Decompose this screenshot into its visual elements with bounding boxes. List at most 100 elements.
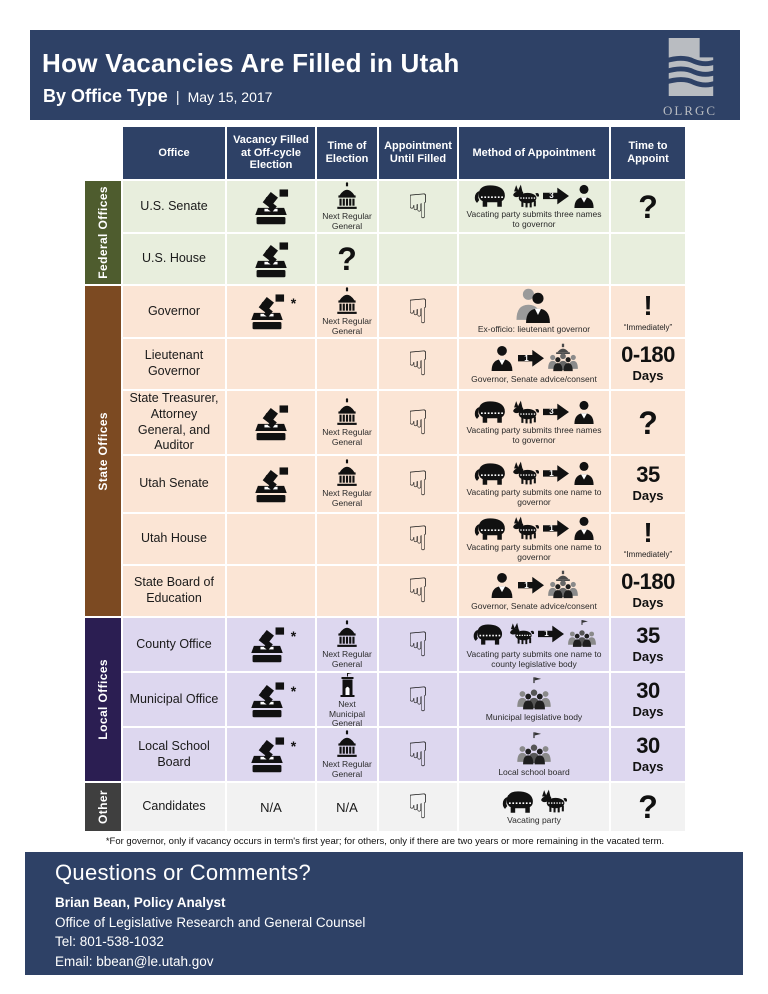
arrow-icon: 1 xyxy=(538,625,564,643)
elephant-icon xyxy=(472,516,508,541)
group-label-local: Local Offices xyxy=(85,618,121,781)
election-label: Next Regular General xyxy=(322,758,372,779)
exclamation-mark: ! xyxy=(643,289,653,321)
municipal-building-icon xyxy=(335,673,360,698)
footnote: *For governor, only if vacancy occurs in… xyxy=(105,836,665,847)
vacancy-cell xyxy=(227,339,315,389)
arrow-count: 1 xyxy=(524,580,529,590)
days-count: 0-180 xyxy=(621,342,675,368)
legislative-group-icon xyxy=(516,677,552,711)
col-header-method: Method of Appointment xyxy=(459,127,609,179)
days-count: 0-180 xyxy=(621,569,675,595)
time-to-appoint-cell: ? xyxy=(611,783,685,831)
person-icon xyxy=(572,184,596,208)
asterisk: * xyxy=(290,738,297,754)
election-label: Next Municipal General xyxy=(329,699,365,726)
donkey-icon xyxy=(511,400,540,424)
page-subtitle: By Office Type xyxy=(43,86,168,106)
donkey-icon xyxy=(508,622,535,645)
group-label-federal: Federal Offices xyxy=(85,181,121,284)
arrow-count: 1 xyxy=(524,353,529,363)
office-cell: U.S. Senate xyxy=(123,181,225,232)
capitol-icon xyxy=(334,730,360,758)
time-to-appoint-cell: 30 Days xyxy=(611,673,685,726)
elephant-icon xyxy=(472,461,508,486)
question-mark: ? xyxy=(337,241,357,277)
days-count: 35 xyxy=(636,462,660,488)
method-caption: Vacating party submits one name to gover… xyxy=(466,486,602,507)
time-cell: Next Municipal General xyxy=(317,673,377,726)
days-count: 30 xyxy=(636,732,660,758)
method-caption: Governor, Senate advice/consent xyxy=(471,374,597,385)
method-cell: 1 Vacating party submits one name to cou… xyxy=(459,618,609,671)
elephant-icon xyxy=(500,789,536,814)
arrow-icon: 1 xyxy=(518,576,544,594)
asterisk: * xyxy=(290,628,297,644)
hand-down-icon: ☟ xyxy=(407,344,429,384)
appointment-cell xyxy=(379,234,457,284)
time-cell: Next Regular General xyxy=(317,286,377,337)
capitol-icon xyxy=(334,398,360,426)
arrow-icon: 1 xyxy=(543,520,569,537)
time-cell: Next Regular General xyxy=(317,456,377,512)
asterisk: * xyxy=(290,683,297,699)
time-to-appoint-cell: 35 Days xyxy=(611,456,685,512)
time-to-appoint-cell: 0-180 Days xyxy=(611,339,685,389)
vacancy-cell xyxy=(227,566,315,616)
ballot-box-icon xyxy=(246,626,288,663)
hand-down-icon: ☟ xyxy=(407,787,429,827)
olrgc-logo: OLRGC xyxy=(654,36,726,119)
hand-down-icon: ☟ xyxy=(407,734,429,775)
office-cell: State Treasurer, Attorney General, and A… xyxy=(123,391,225,454)
footer-band: Questions or Comments? Brian Bean, Polic… xyxy=(25,852,743,975)
hand-down-icon: ☟ xyxy=(407,291,429,332)
legislative-group-icon xyxy=(567,620,597,648)
contact-tel: Tel: 801-538-1032 xyxy=(55,934,164,950)
time-cell xyxy=(317,339,377,389)
days-label: Days xyxy=(632,703,664,719)
method-cell: Ex-officio: lieutenant governor xyxy=(459,286,609,337)
vacancy-cell xyxy=(227,181,315,232)
col-header-time: Time of Election xyxy=(317,127,377,179)
time-cell: Next Regular General xyxy=(317,618,377,671)
method-cell: Vacating party xyxy=(459,783,609,831)
contact-email: Email: bbean@le.utah.gov xyxy=(55,953,214,969)
capitol-icon xyxy=(334,287,360,315)
vacancy-table: Office Vacancy Filled at Off-cycle Elect… xyxy=(85,127,685,831)
question-mark: ? xyxy=(638,789,658,825)
method-cell: 1 Governor, Senate advice/consent xyxy=(459,566,609,616)
person-icon xyxy=(572,461,596,485)
vacancy-cell: N/A xyxy=(227,783,315,831)
donkey-icon xyxy=(511,461,540,485)
time-to-appoint-cell: ? xyxy=(611,391,685,454)
days-label: Days xyxy=(632,488,664,504)
immediately-label: “Immediately” xyxy=(623,322,673,332)
vacancy-cell xyxy=(227,514,315,564)
appointment-cell: ☟ xyxy=(379,391,457,454)
office-cell: U.S. House xyxy=(123,234,225,284)
hand-down-icon: ☟ xyxy=(407,571,429,611)
office-cell: State Board of Education xyxy=(123,566,225,616)
arrow-count: 1 xyxy=(549,523,554,533)
appointment-cell: ☟ xyxy=(379,181,457,232)
elephant-icon xyxy=(472,183,508,208)
person-icon xyxy=(489,572,515,598)
donkey-icon xyxy=(511,184,540,208)
exclamation-mark: ! xyxy=(643,517,653,548)
hand-down-icon: ☟ xyxy=(407,519,429,559)
election-label: Next Regular General xyxy=(322,210,372,231)
col-header-appointment: Appointment Until Filled xyxy=(379,127,457,179)
capitol-icon xyxy=(334,182,360,210)
person-icon xyxy=(489,345,515,371)
footer-heading: Questions or Comments? xyxy=(55,860,312,885)
school-board-group-icon xyxy=(516,732,552,766)
method-caption: Vacating party submits three names to go… xyxy=(466,209,602,229)
vacancy-cell: * xyxy=(227,618,315,671)
method-cell: 1 Vacating party submits one name to gov… xyxy=(459,514,609,564)
time-to-appoint-cell: 0-180 Days xyxy=(611,566,685,616)
appointment-cell: ☟ xyxy=(379,728,457,781)
time-to-appoint-cell: ! “Immediately” xyxy=(611,514,685,564)
corner-cell xyxy=(85,127,121,179)
vacancy-cell: * xyxy=(227,286,315,337)
method-caption: Local school board xyxy=(498,766,570,777)
